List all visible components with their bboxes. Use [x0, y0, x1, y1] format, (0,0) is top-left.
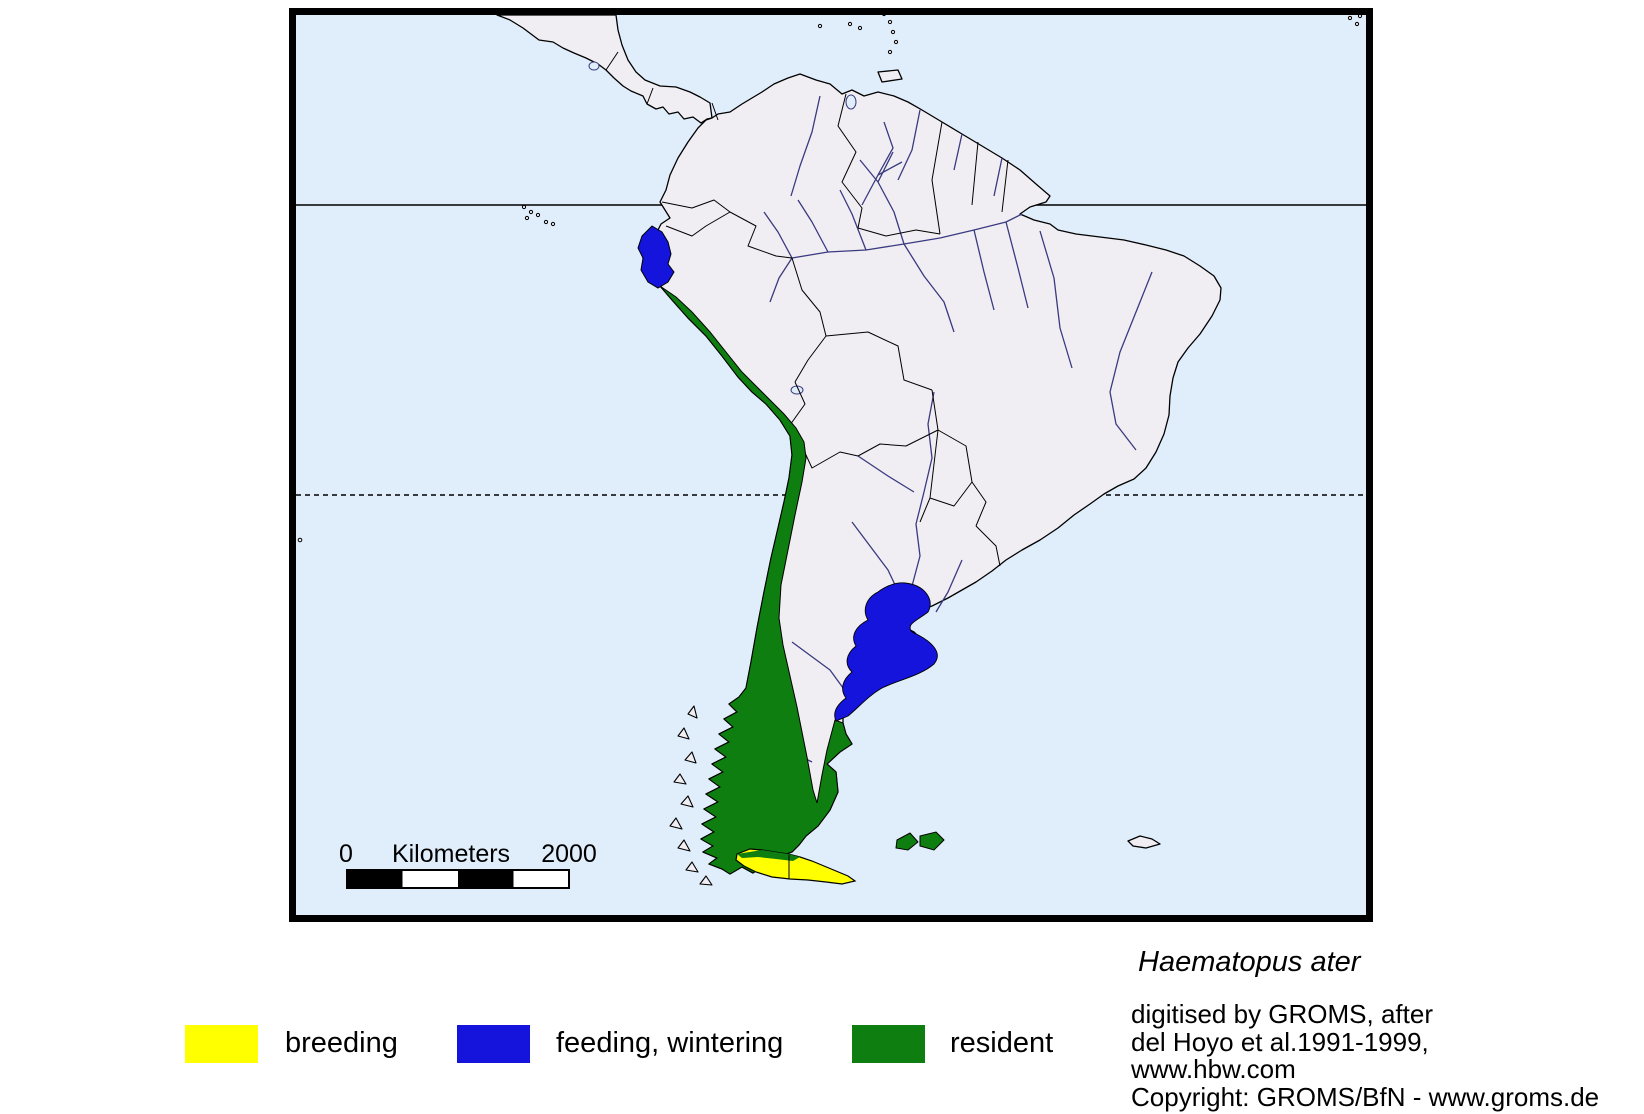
lakes — [588, 61, 857, 395]
orinoco-river — [861, 121, 894, 206]
feeding-wintering-swatch — [457, 1025, 530, 1063]
scalebar-zero-label: 0 — [339, 840, 353, 868]
scalebar-max-label: 2000 — [541, 840, 597, 868]
credits-block: digitised by GROMS, after del Hoyo et al… — [1131, 999, 1600, 1112]
resident-swatch — [852, 1025, 925, 1063]
chilean-archipelago — [669, 705, 713, 886]
credits-line: Copyright: GROMS/BfN - www.groms.de — [1131, 1081, 1600, 1112]
scalebar: 0 Kilometers 2000 — [339, 840, 597, 889]
range-resident — [659, 285, 853, 875]
scalebar-segment — [458, 870, 514, 888]
lake-nicaragua — [588, 61, 600, 71]
amazon-river — [791, 213, 1023, 259]
range-resident-falklands — [895, 831, 945, 851]
scalebar-segment — [347, 870, 403, 888]
rivers — [763, 95, 1153, 763]
credits-line: digitised by GROMS, after — [1131, 999, 1433, 1029]
trinidad-island — [877, 69, 903, 83]
credits-line: del Hoyo et al.1991-1999, — [1131, 1026, 1429, 1057]
species-title: Haematopus ater — [1138, 946, 1361, 978]
parana-river — [905, 391, 935, 613]
resident-label: resident — [950, 1027, 1054, 1059]
breeding-swatch — [185, 1025, 258, 1063]
credits-line: www.hbw.com — [1131, 1054, 1296, 1084]
scalebar-unit-label: Kilometers — [392, 840, 510, 868]
breeding-label: breeding — [285, 1027, 398, 1059]
feeding-wintering-label: feeding, wintering — [556, 1027, 784, 1059]
pacific-islet — [297, 537, 303, 543]
map-canvas: 0 Kilometers 2000 — [289, 8, 1373, 922]
range-feeding-argentina — [834, 582, 938, 722]
south-atlantic-islet — [1127, 835, 1161, 849]
range-resident-tierra-del-fuego-strip — [737, 850, 800, 861]
range-feeding-peru — [637, 225, 675, 289]
map-frame-border — [289, 8, 1373, 922]
lake-maracaibo — [845, 94, 857, 110]
galapagos-islet — [521, 204, 527, 210]
central-america-land — [496, 14, 713, 124]
south-america-map: 0 Kilometers 2000 — [289, 8, 1373, 922]
